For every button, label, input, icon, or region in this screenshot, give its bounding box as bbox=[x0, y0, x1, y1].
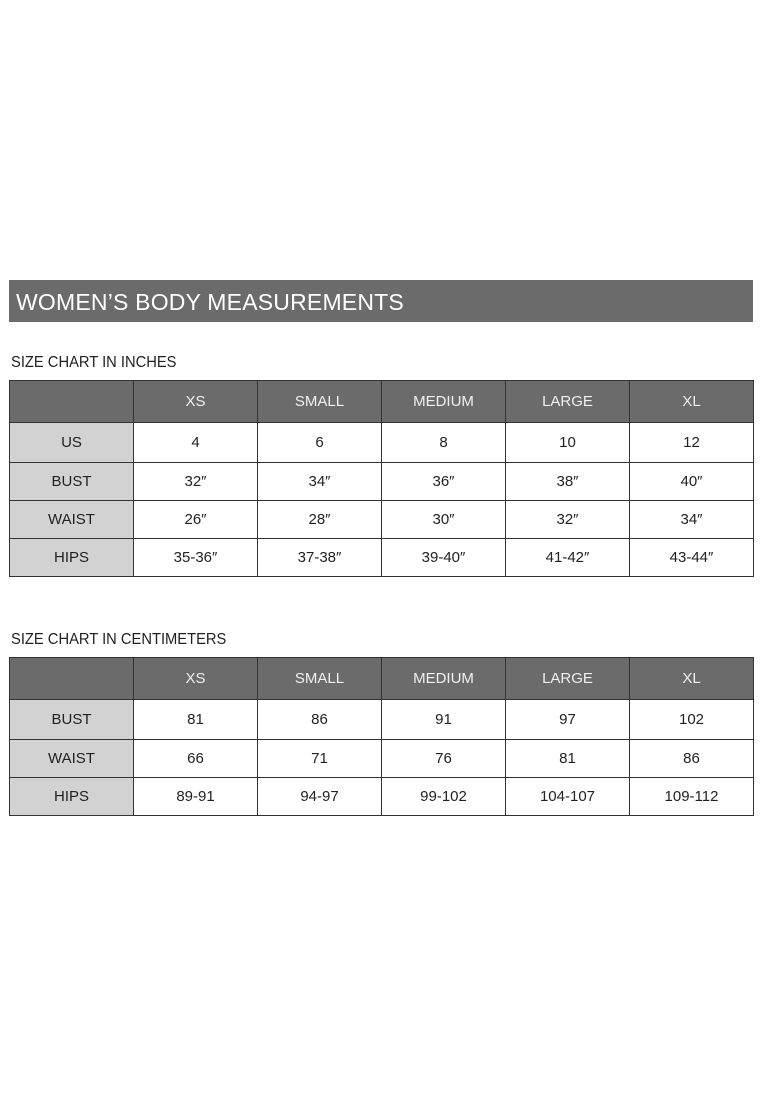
table-cell: 109-112 bbox=[629, 777, 754, 816]
table-cell: 8 bbox=[381, 422, 506, 463]
table-cell: 89-91 bbox=[133, 777, 258, 816]
table-cell: 37-38″ bbox=[257, 538, 382, 577]
table-cell: 91 bbox=[381, 699, 506, 740]
table-cell: 32″ bbox=[505, 500, 630, 539]
centimeters-section-label: SIZE CHART IN CENTIMETERS bbox=[11, 631, 227, 648]
corner-cell bbox=[9, 657, 134, 700]
table-cell: 86 bbox=[629, 739, 754, 778]
table-cell: 71 bbox=[257, 739, 382, 778]
table-cell: 94-97 bbox=[257, 777, 382, 816]
column-header: MEDIUM bbox=[381, 380, 506, 423]
table-cell: 104-107 bbox=[505, 777, 630, 816]
table-cell: 32″ bbox=[133, 462, 258, 501]
table-row: HIPS 35-36″ 37-38″ 39-40″ 41-42″ 43-44″ bbox=[9, 538, 754, 577]
column-header: MEDIUM bbox=[381, 657, 506, 700]
table-cell: 30″ bbox=[381, 500, 506, 539]
table-cell: 28″ bbox=[257, 500, 382, 539]
inches-size-table: XS SMALL MEDIUM LARGE XL US 4 6 8 10 12 BUST 32″ 34″ 3… bbox=[9, 380, 754, 577]
table-cell: 97 bbox=[505, 699, 630, 740]
table-row: WAIST 66 71 76 81 86 bbox=[9, 739, 754, 778]
column-header: XL bbox=[629, 380, 754, 423]
table-cell: 26″ bbox=[133, 500, 258, 539]
row-header: WAIST bbox=[9, 500, 134, 539]
table-cell: 36″ bbox=[381, 462, 506, 501]
table-cell: 35-36″ bbox=[133, 538, 258, 577]
table-cell: 81 bbox=[505, 739, 630, 778]
column-header: SMALL bbox=[257, 657, 382, 700]
row-header: HIPS bbox=[9, 777, 134, 816]
table-cell: 34″ bbox=[257, 462, 382, 501]
inches-section-label: SIZE CHART IN INCHES bbox=[11, 354, 177, 371]
row-header: BUST bbox=[9, 699, 134, 740]
table-cell: 99-102 bbox=[381, 777, 506, 816]
table-cell: 41-42″ bbox=[505, 538, 630, 577]
table-cell: 34″ bbox=[629, 500, 754, 539]
column-header: SMALL bbox=[257, 380, 382, 423]
table-row: WAIST 26″ 28″ 30″ 32″ 34″ bbox=[9, 500, 754, 539]
column-header: LARGE bbox=[505, 657, 630, 700]
table-cell: 81 bbox=[133, 699, 258, 740]
table-cell: 86 bbox=[257, 699, 382, 740]
table-cell: 38″ bbox=[505, 462, 630, 501]
header-row: XS SMALL MEDIUM LARGE XL bbox=[9, 380, 754, 423]
table-cell: 12 bbox=[629, 422, 754, 463]
table-cell: 102 bbox=[629, 699, 754, 740]
table-cell: 39-40″ bbox=[381, 538, 506, 577]
table-cell: 10 bbox=[505, 422, 630, 463]
row-header: HIPS bbox=[9, 538, 134, 577]
table-cell: 76 bbox=[381, 739, 506, 778]
table-row: BUST 81 86 91 97 102 bbox=[9, 699, 754, 740]
table-cell: 66 bbox=[133, 739, 258, 778]
centimeters-size-table: XS SMALL MEDIUM LARGE XL BUST 81 86 91 97 102 WAIST… bbox=[9, 657, 754, 816]
row-header: BUST bbox=[9, 462, 134, 501]
table-cell: 4 bbox=[133, 422, 258, 463]
row-header: US bbox=[9, 422, 134, 463]
corner-cell bbox=[9, 380, 134, 423]
column-header: LARGE bbox=[505, 380, 630, 423]
table-row: HIPS 89-91 94-97 99-102 104-107 109-112 bbox=[9, 777, 754, 816]
page-title: WOMEN’S BODY MEASUREMENTS bbox=[9, 280, 753, 322]
column-header: XS bbox=[133, 380, 258, 423]
table-row: US 4 6 8 10 12 bbox=[9, 422, 754, 463]
table-row: BUST 32″ 34″ 36″ 38″ 40″ bbox=[9, 462, 754, 501]
column-header: XL bbox=[629, 657, 754, 700]
header-row: XS SMALL MEDIUM LARGE XL bbox=[9, 657, 754, 700]
table-cell: 40″ bbox=[629, 462, 754, 501]
row-header: WAIST bbox=[9, 739, 134, 778]
column-header: XS bbox=[133, 657, 258, 700]
table-cell: 6 bbox=[257, 422, 382, 463]
table-cell: 43-44″ bbox=[629, 538, 754, 577]
